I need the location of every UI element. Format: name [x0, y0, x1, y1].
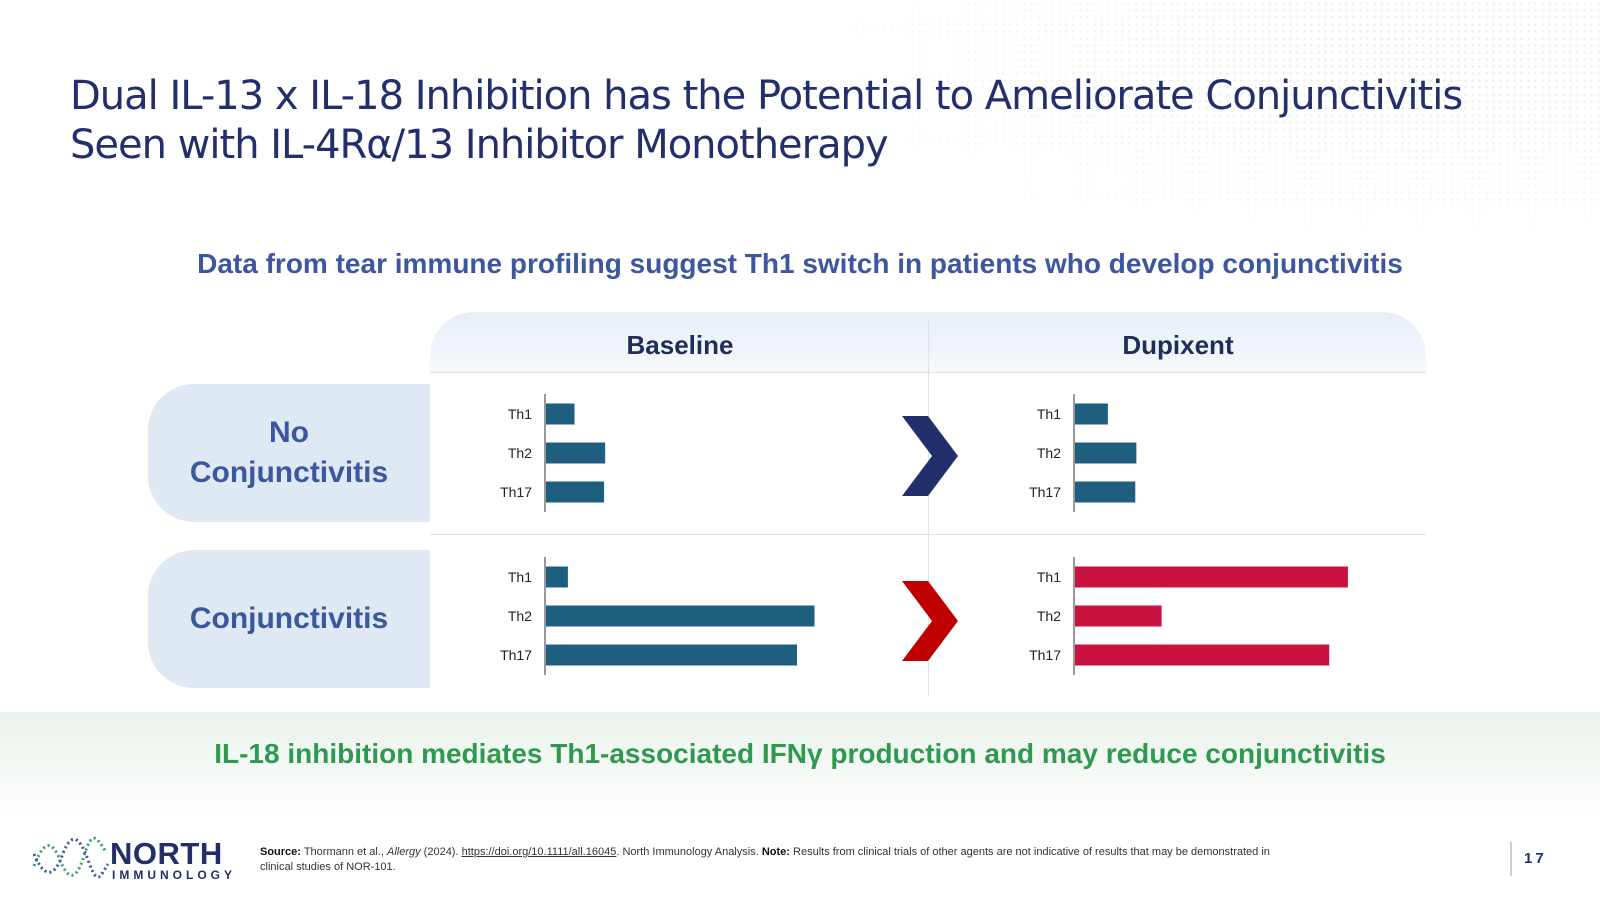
tick-label: Th2 — [1037, 445, 1061, 461]
row-label-conjunctivitis: Conjunctivitis — [148, 550, 430, 688]
source-year: (2024). — [423, 846, 459, 858]
chevron-right-icon — [902, 581, 958, 661]
page-number: 17 — [1524, 850, 1547, 867]
slide-title: Dual IL-13 x IL-18 Inhibition has the Po… — [70, 72, 1490, 170]
tick-label: Th17 — [1029, 647, 1061, 663]
conclusion-text: IL-18 inhibition mediates Th1-associated… — [214, 738, 1386, 769]
chevron-right-icon — [902, 416, 958, 496]
bar — [1075, 605, 1162, 627]
tick-label: Th1 — [1037, 406, 1061, 422]
logo-wordmark: NORTH — [110, 836, 223, 871]
note-label: Note: — [761, 846, 790, 858]
column-divider — [928, 320, 929, 696]
north-immunology-logo-icon — [32, 836, 110, 879]
conclusion-band: IL-18 inhibition mediates Th1-associated… — [0, 712, 1600, 817]
source-authors: Thormann et al., — [303, 846, 384, 858]
tick-label: Th2 — [508, 608, 532, 624]
column-header-dupixent: Dupixent — [1122, 330, 1234, 360]
slide-subtitle: Data from tear immune profiling suggest … — [197, 248, 1403, 279]
bar — [546, 442, 606, 464]
tick-label: Th17 — [1029, 484, 1061, 500]
note-text: Results from clinical trials of other ag… — [260, 846, 1270, 873]
bar — [546, 644, 797, 666]
bar — [1075, 566, 1348, 588]
bar — [1075, 442, 1137, 464]
bar — [1075, 481, 1136, 503]
bar — [546, 403, 575, 425]
header-divider — [430, 372, 1426, 373]
tick-label: Th17 — [500, 647, 532, 663]
row-label-no-conjunctivitis-line1: No — [269, 416, 309, 449]
logo-subtext: IMMUNOLOGY — [112, 868, 236, 882]
source-doi-link[interactable]: https://doi.org/10.1111/all.16045 — [461, 846, 617, 858]
source-label: Source: — [260, 846, 301, 858]
tick-label: Th1 — [1037, 569, 1061, 585]
row-label-conjunctivitis-line1: Conjunctivitis — [189, 602, 389, 635]
tick-label: Th1 — [508, 569, 532, 585]
bar — [1075, 644, 1330, 666]
tick-label: Th2 — [508, 445, 532, 461]
source-footnote: Source: Thormann et al., Allergy (2024).… — [260, 845, 1300, 875]
row-divider — [430, 534, 1426, 535]
slide-title-line2: Seen with IL-4Rα/13 Inhibitor Monotherap… — [70, 122, 889, 168]
tick-label: Th1 — [508, 406, 532, 422]
bar — [1075, 403, 1108, 425]
row-label-no-conjunctivitis: No Conjunctivitis — [148, 384, 430, 522]
tick-label: Th17 — [500, 484, 532, 500]
column-header-baseline: Baseline — [626, 330, 734, 360]
tick-label: Th2 — [1037, 608, 1061, 624]
bar — [546, 605, 815, 627]
page-number-divider — [1510, 842, 1512, 876]
bar — [546, 566, 568, 588]
bar — [546, 481, 605, 503]
slide-title-line1: Dual IL-13 x IL-18 Inhibition has the Po… — [70, 73, 1463, 119]
row-label-no-conjunctivitis-line2: Conjunctivitis — [189, 456, 389, 489]
source-journal: Allergy — [386, 846, 421, 858]
source-after-link: . North Immunology Analysis. — [616, 846, 759, 858]
